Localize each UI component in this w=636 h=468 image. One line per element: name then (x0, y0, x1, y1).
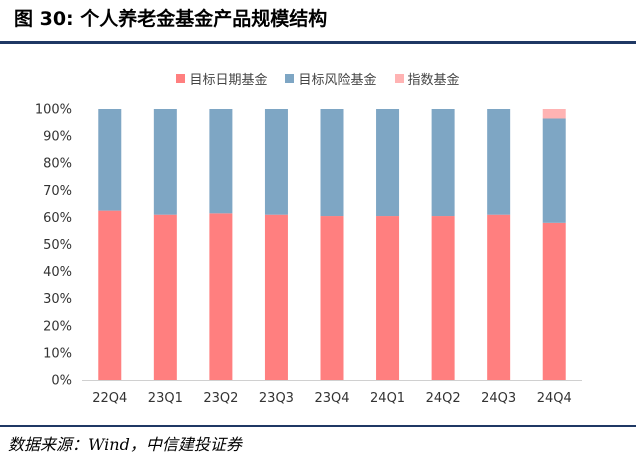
legend-item-index: 指数基金 (394, 69, 460, 88)
bar-segment-2 (153, 109, 177, 215)
legend-label-index: 指数基金 (407, 72, 460, 88)
y-tick-label: 70% (43, 184, 72, 199)
bar-segment-1 (376, 216, 400, 380)
y-tick-label: 60% (43, 211, 72, 226)
x-tick-label: 22Q4 (92, 391, 127, 406)
source-rule (0, 425, 636, 427)
chart-legend: 目标日期基金 目标风险基金 指数基金 (0, 67, 636, 89)
source-note: 数据来源：Wind，中信建投证券 (8, 435, 242, 454)
legend-label-target-risk: 目标风险基金 (298, 72, 377, 88)
bar-segment-2 (320, 109, 344, 217)
x-tick-label: 23Q1 (148, 391, 183, 406)
legend-swatch-index (394, 73, 404, 83)
y-tick-label: 0% (51, 374, 72, 389)
bar-segment-1 (320, 216, 344, 380)
legend-swatch-target-risk (285, 73, 295, 83)
bar-segment-2 (98, 109, 122, 211)
bar-segment-1 (431, 216, 455, 380)
x-tick-label: 24Q1 (370, 391, 405, 406)
x-tick-label: 23Q4 (314, 391, 349, 406)
bar-segment-2 (542, 118, 566, 223)
y-tick-label: 90% (43, 130, 72, 145)
bar-segment-1 (542, 222, 566, 380)
x-tick-label: 24Q3 (481, 391, 516, 406)
bar-segment-2 (264, 109, 288, 215)
title-rule (0, 41, 636, 44)
x-tick-label: 23Q3 (259, 391, 294, 406)
y-tick-label: 100% (35, 103, 72, 118)
figure-title: 图 30: 个人养老金基金产品规模结构 (14, 8, 328, 30)
x-tick-label: 24Q4 (537, 391, 572, 406)
y-tick-label: 80% (43, 157, 72, 172)
bar-segment-1 (209, 213, 233, 380)
legend-item-target-risk: 目标风险基金 (285, 69, 377, 88)
x-tick-label: 23Q2 (203, 391, 238, 406)
y-tick-label: 50% (43, 238, 72, 253)
bar-segment-2 (209, 109, 233, 214)
legend-item-target-date: 目标日期基金 (176, 69, 267, 88)
y-tick-label: 20% (43, 319, 72, 334)
bar-segment-1 (98, 210, 122, 380)
x-tick-label: 24Q2 (426, 391, 461, 406)
bar-segment-3 (542, 109, 566, 119)
bar-segment-1 (153, 214, 177, 380)
bar-segment-2 (376, 109, 400, 217)
legend-swatch-target-date (176, 73, 186, 83)
bar-segment-2 (431, 109, 455, 217)
bar-segment-1 (487, 214, 511, 380)
bar-segment-1 (264, 214, 288, 380)
legend-label-target-date: 目标日期基金 (189, 72, 268, 88)
bar-segment-2 (487, 109, 511, 215)
y-tick-label: 10% (43, 346, 72, 361)
y-tick-label: 40% (43, 265, 72, 280)
y-tick-label: 30% (43, 292, 72, 307)
